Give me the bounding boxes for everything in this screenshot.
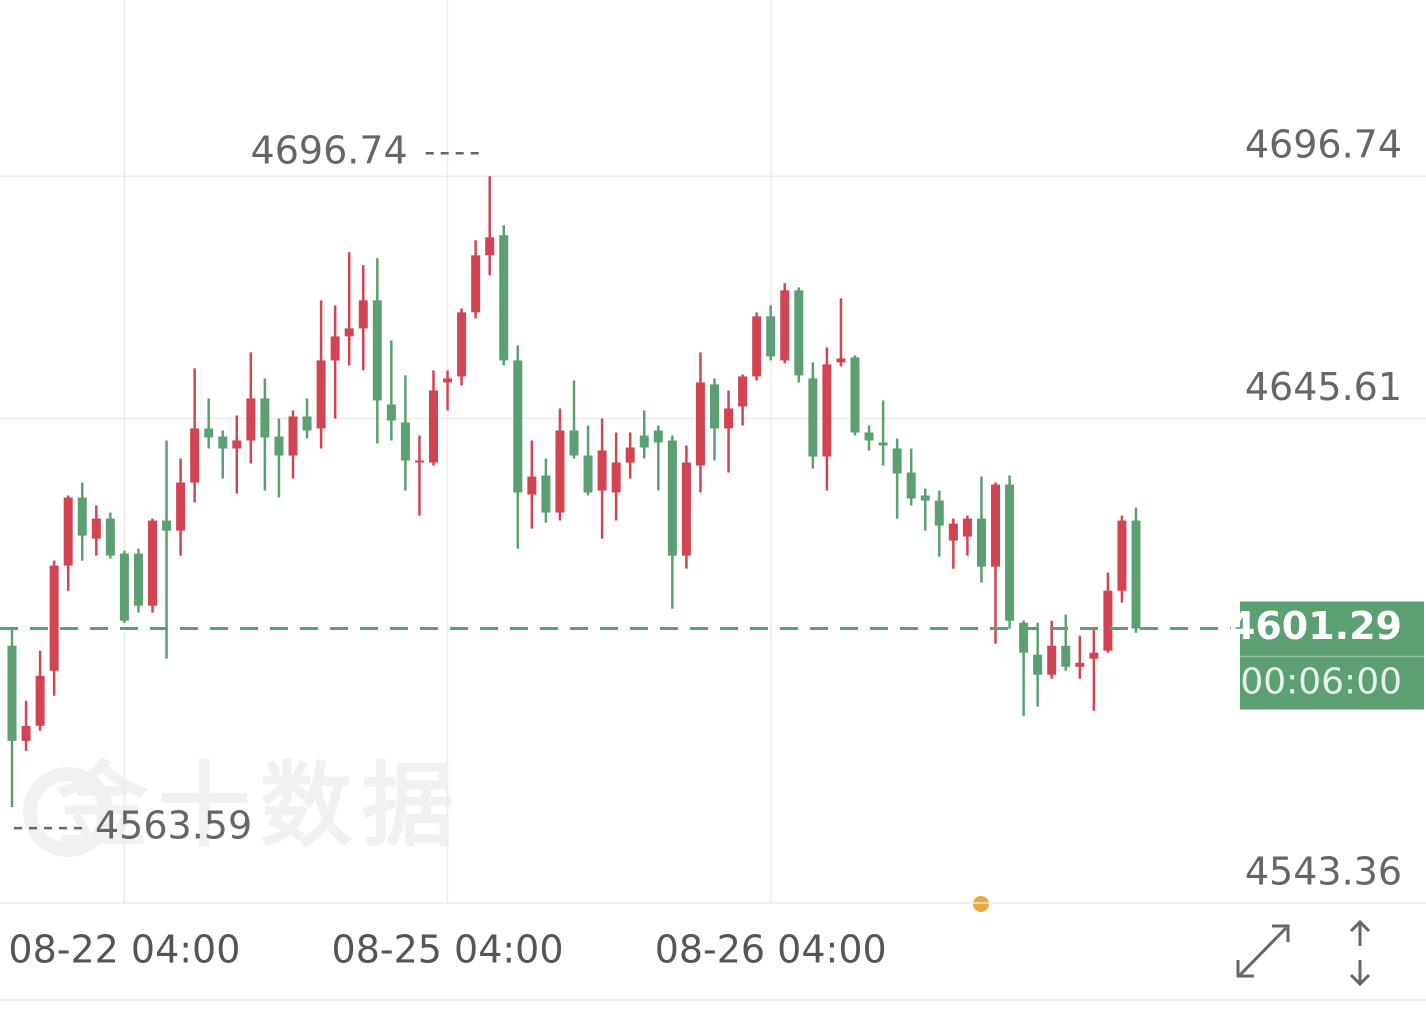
scale-icon[interactable] — [1349, 919, 1371, 987]
candle-body — [948, 523, 958, 541]
candle-body — [667, 440, 677, 556]
high-label: 4696.74 — [251, 129, 408, 173]
candle-body — [372, 300, 382, 401]
candle-body — [176, 482, 186, 531]
candle-body — [527, 476, 537, 495]
candle-body — [7, 645, 17, 741]
candle-body — [400, 422, 410, 461]
candle-body — [1103, 590, 1113, 651]
candle-body — [316, 360, 326, 429]
candle-body — [780, 290, 790, 361]
x-tick-label: 08-25 04:00 — [332, 928, 564, 972]
candle-body — [302, 416, 312, 431]
candle-body — [485, 237, 495, 256]
candle-body — [1005, 484, 1015, 621]
candle-body — [429, 390, 438, 463]
watermark: 金十数据 — [55, 752, 464, 859]
candle-body — [681, 462, 691, 556]
candle-body — [976, 518, 986, 567]
candle-body — [541, 475, 551, 513]
candle-body — [21, 725, 31, 741]
y-tick-label: 4543.36 — [1245, 850, 1402, 894]
candle-body — [766, 316, 776, 357]
y-tick-label: 4696.74 — [1245, 123, 1402, 167]
candle-body — [962, 518, 972, 537]
candle-body — [471, 255, 481, 313]
candle-body — [724, 408, 734, 429]
candle-body — [63, 497, 73, 566]
candle-body — [148, 520, 157, 606]
candle-body — [738, 376, 748, 407]
candle-body — [246, 398, 256, 441]
candle-body — [119, 553, 129, 621]
candle-body — [232, 440, 242, 449]
candle-body — [864, 432, 874, 441]
candle-body — [499, 235, 509, 361]
candle-body — [808, 378, 818, 457]
candle-body — [105, 518, 115, 556]
candle-body — [218, 436, 228, 449]
candle-body — [569, 430, 579, 456]
current-price: 4601.29 — [1229, 604, 1402, 648]
countdown: 00:06:00 — [1240, 662, 1402, 703]
candle-body — [260, 398, 270, 438]
candle-body — [443, 378, 453, 383]
x-tick-label: 08-26 04:00 — [655, 928, 887, 972]
event-dot — [973, 896, 989, 912]
candle-body — [555, 430, 565, 513]
candle-body — [597, 450, 607, 491]
candle-body — [611, 462, 621, 493]
candle-body — [1089, 652, 1099, 659]
candle-body — [794, 290, 804, 376]
candle-body — [1019, 622, 1029, 653]
candle-body — [1047, 645, 1057, 675]
candle-body — [162, 520, 172, 531]
candle-body — [653, 430, 663, 443]
candle-body — [204, 428, 214, 438]
candle-body — [77, 497, 87, 536]
candle-body — [625, 447, 635, 463]
candle-body — [934, 500, 944, 526]
candle-body — [49, 565, 59, 671]
candle-body — [1061, 645, 1071, 667]
watermark-logo — [23, 767, 113, 857]
candle-body — [639, 435, 649, 448]
candle-body — [991, 484, 1000, 567]
candle-body — [91, 518, 101, 539]
candle-body — [386, 404, 396, 421]
candle-body — [288, 416, 298, 456]
candle-body — [850, 357, 860, 433]
candle-body — [1033, 654, 1043, 675]
candle-body — [358, 300, 368, 329]
x-tick-label: 08-22 04:00 — [8, 928, 240, 972]
candle-body — [513, 360, 523, 493]
candle-body — [1075, 662, 1085, 667]
price-tag — [1240, 601, 1424, 710]
candle-body — [344, 328, 354, 337]
candle-body — [330, 336, 340, 361]
candle-body — [836, 358, 846, 363]
candle-body — [822, 364, 832, 457]
low-label: 4563.59 — [95, 804, 252, 848]
candle-body — [583, 455, 593, 493]
candle-body — [695, 382, 705, 466]
candle-body — [920, 495, 930, 501]
candle-body — [457, 312, 467, 377]
candle-body — [1117, 520, 1127, 591]
candle-body — [35, 675, 45, 726]
candle-body — [906, 472, 916, 499]
candle-body — [133, 553, 143, 606]
candle-body — [878, 442, 888, 446]
candle-body — [274, 436, 284, 456]
expand-icon[interactable] — [1236, 924, 1290, 978]
candle-body — [752, 316, 762, 377]
candle-body — [892, 448, 902, 474]
candle-body — [190, 428, 200, 483]
candle-body — [710, 384, 719, 429]
candle-body — [414, 460, 424, 463]
y-tick-label: 4645.61 — [1245, 365, 1402, 409]
candle-body — [1131, 520, 1141, 629]
